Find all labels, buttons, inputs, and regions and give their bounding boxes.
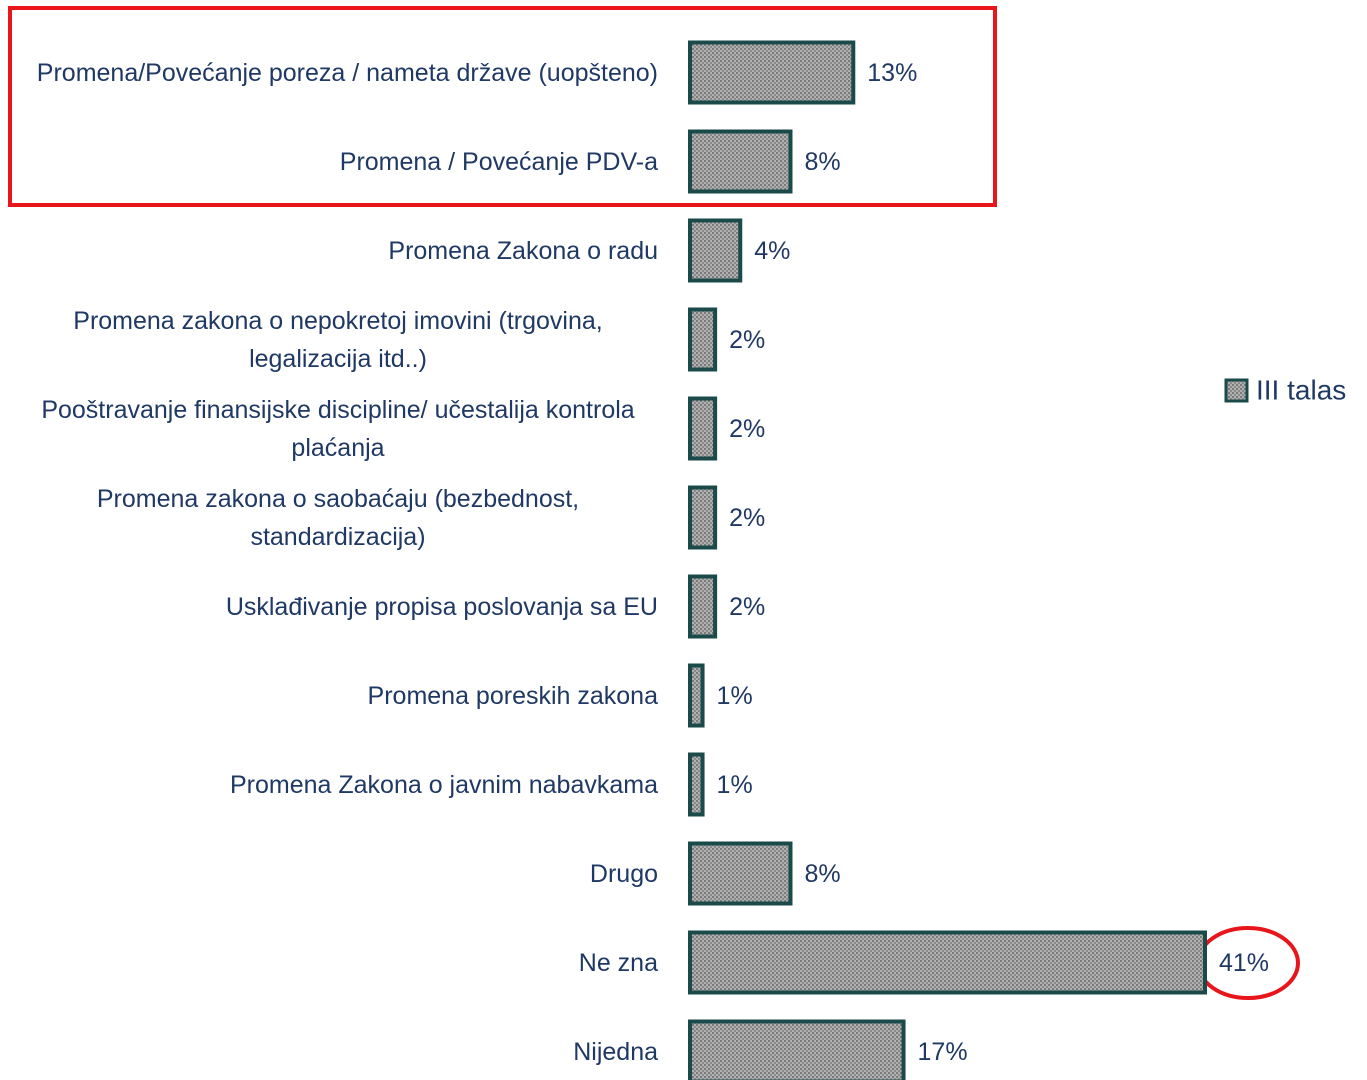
value-label: 2%	[729, 593, 765, 621]
category-label: Promena Zakona o radu	[18, 206, 658, 295]
category-label: Drugo	[18, 829, 658, 918]
category-label: Promena poreskih zakona	[18, 651, 658, 740]
category-label: Promena zakona o saobaćaju (bezbednost, …	[18, 473, 658, 562]
bar	[688, 485, 718, 550]
category-label: Promena zakona o nepokretoj imovini (trg…	[18, 295, 658, 384]
category-text: Pooštravanje finansijske discipline/ uče…	[41, 395, 635, 462]
value-label: 2%	[729, 326, 765, 354]
bar	[688, 129, 793, 194]
bar	[688, 841, 793, 906]
legend-label: III talas	[1256, 374, 1346, 405]
category-label: Promena/Povećanje poreza / nameta države…	[18, 28, 658, 117]
category-text: Usklađivanje propisa poslovanja sa EU	[225, 592, 658, 621]
bar	[688, 40, 856, 105]
value-label: 41%	[1219, 949, 1269, 977]
value-label: 2%	[729, 415, 765, 443]
highlight-box	[8, 6, 997, 207]
category-label: Pooštravanje finansijske discipline/ uče…	[18, 384, 658, 473]
category-label: Usklađivanje propisa poslovanja sa EU	[18, 562, 658, 651]
category-text: Promena zakona o saobaćaju (bezbednost, …	[96, 484, 580, 551]
bar	[688, 663, 705, 728]
value-label: 8%	[804, 148, 840, 176]
legend-swatch	[1224, 378, 1249, 403]
category-text: Promena poreskih zakona	[367, 681, 658, 710]
value-label: 13%	[867, 59, 917, 87]
bar	[688, 930, 1207, 995]
category-text: Promena Zakona o radu	[388, 236, 658, 265]
bar	[688, 752, 705, 817]
value-label: 8%	[804, 860, 840, 888]
value-label: 4%	[754, 237, 790, 265]
category-text: Nijedna	[573, 1037, 658, 1066]
bar	[688, 574, 718, 639]
category-text: Promena/Povećanje poreza / nameta države…	[36, 58, 658, 87]
value-label: 1%	[717, 682, 753, 710]
bar	[688, 307, 718, 372]
value-label: 1%	[717, 771, 753, 799]
category-label: Promena / Povećanje PDV-a	[18, 117, 658, 206]
category-label: Nijedna	[18, 1007, 658, 1080]
category-text: Promena Zakona o javnim nabavkama	[229, 770, 658, 799]
bar	[688, 1019, 906, 1080]
value-label: 17%	[918, 1038, 968, 1066]
category-label: Promena Zakona o javnim nabavkama	[18, 740, 658, 829]
category-label: Ne zna	[18, 918, 658, 1007]
value-label: 2%	[729, 504, 765, 532]
bar	[688, 218, 743, 283]
bar	[688, 396, 718, 461]
category-text: Ne zna	[578, 948, 658, 977]
category-text: Promena / Povećanje PDV-a	[339, 147, 658, 176]
category-text: Promena zakona o nepokretoj imovini (trg…	[73, 306, 603, 373]
category-text: Drugo	[589, 859, 658, 888]
